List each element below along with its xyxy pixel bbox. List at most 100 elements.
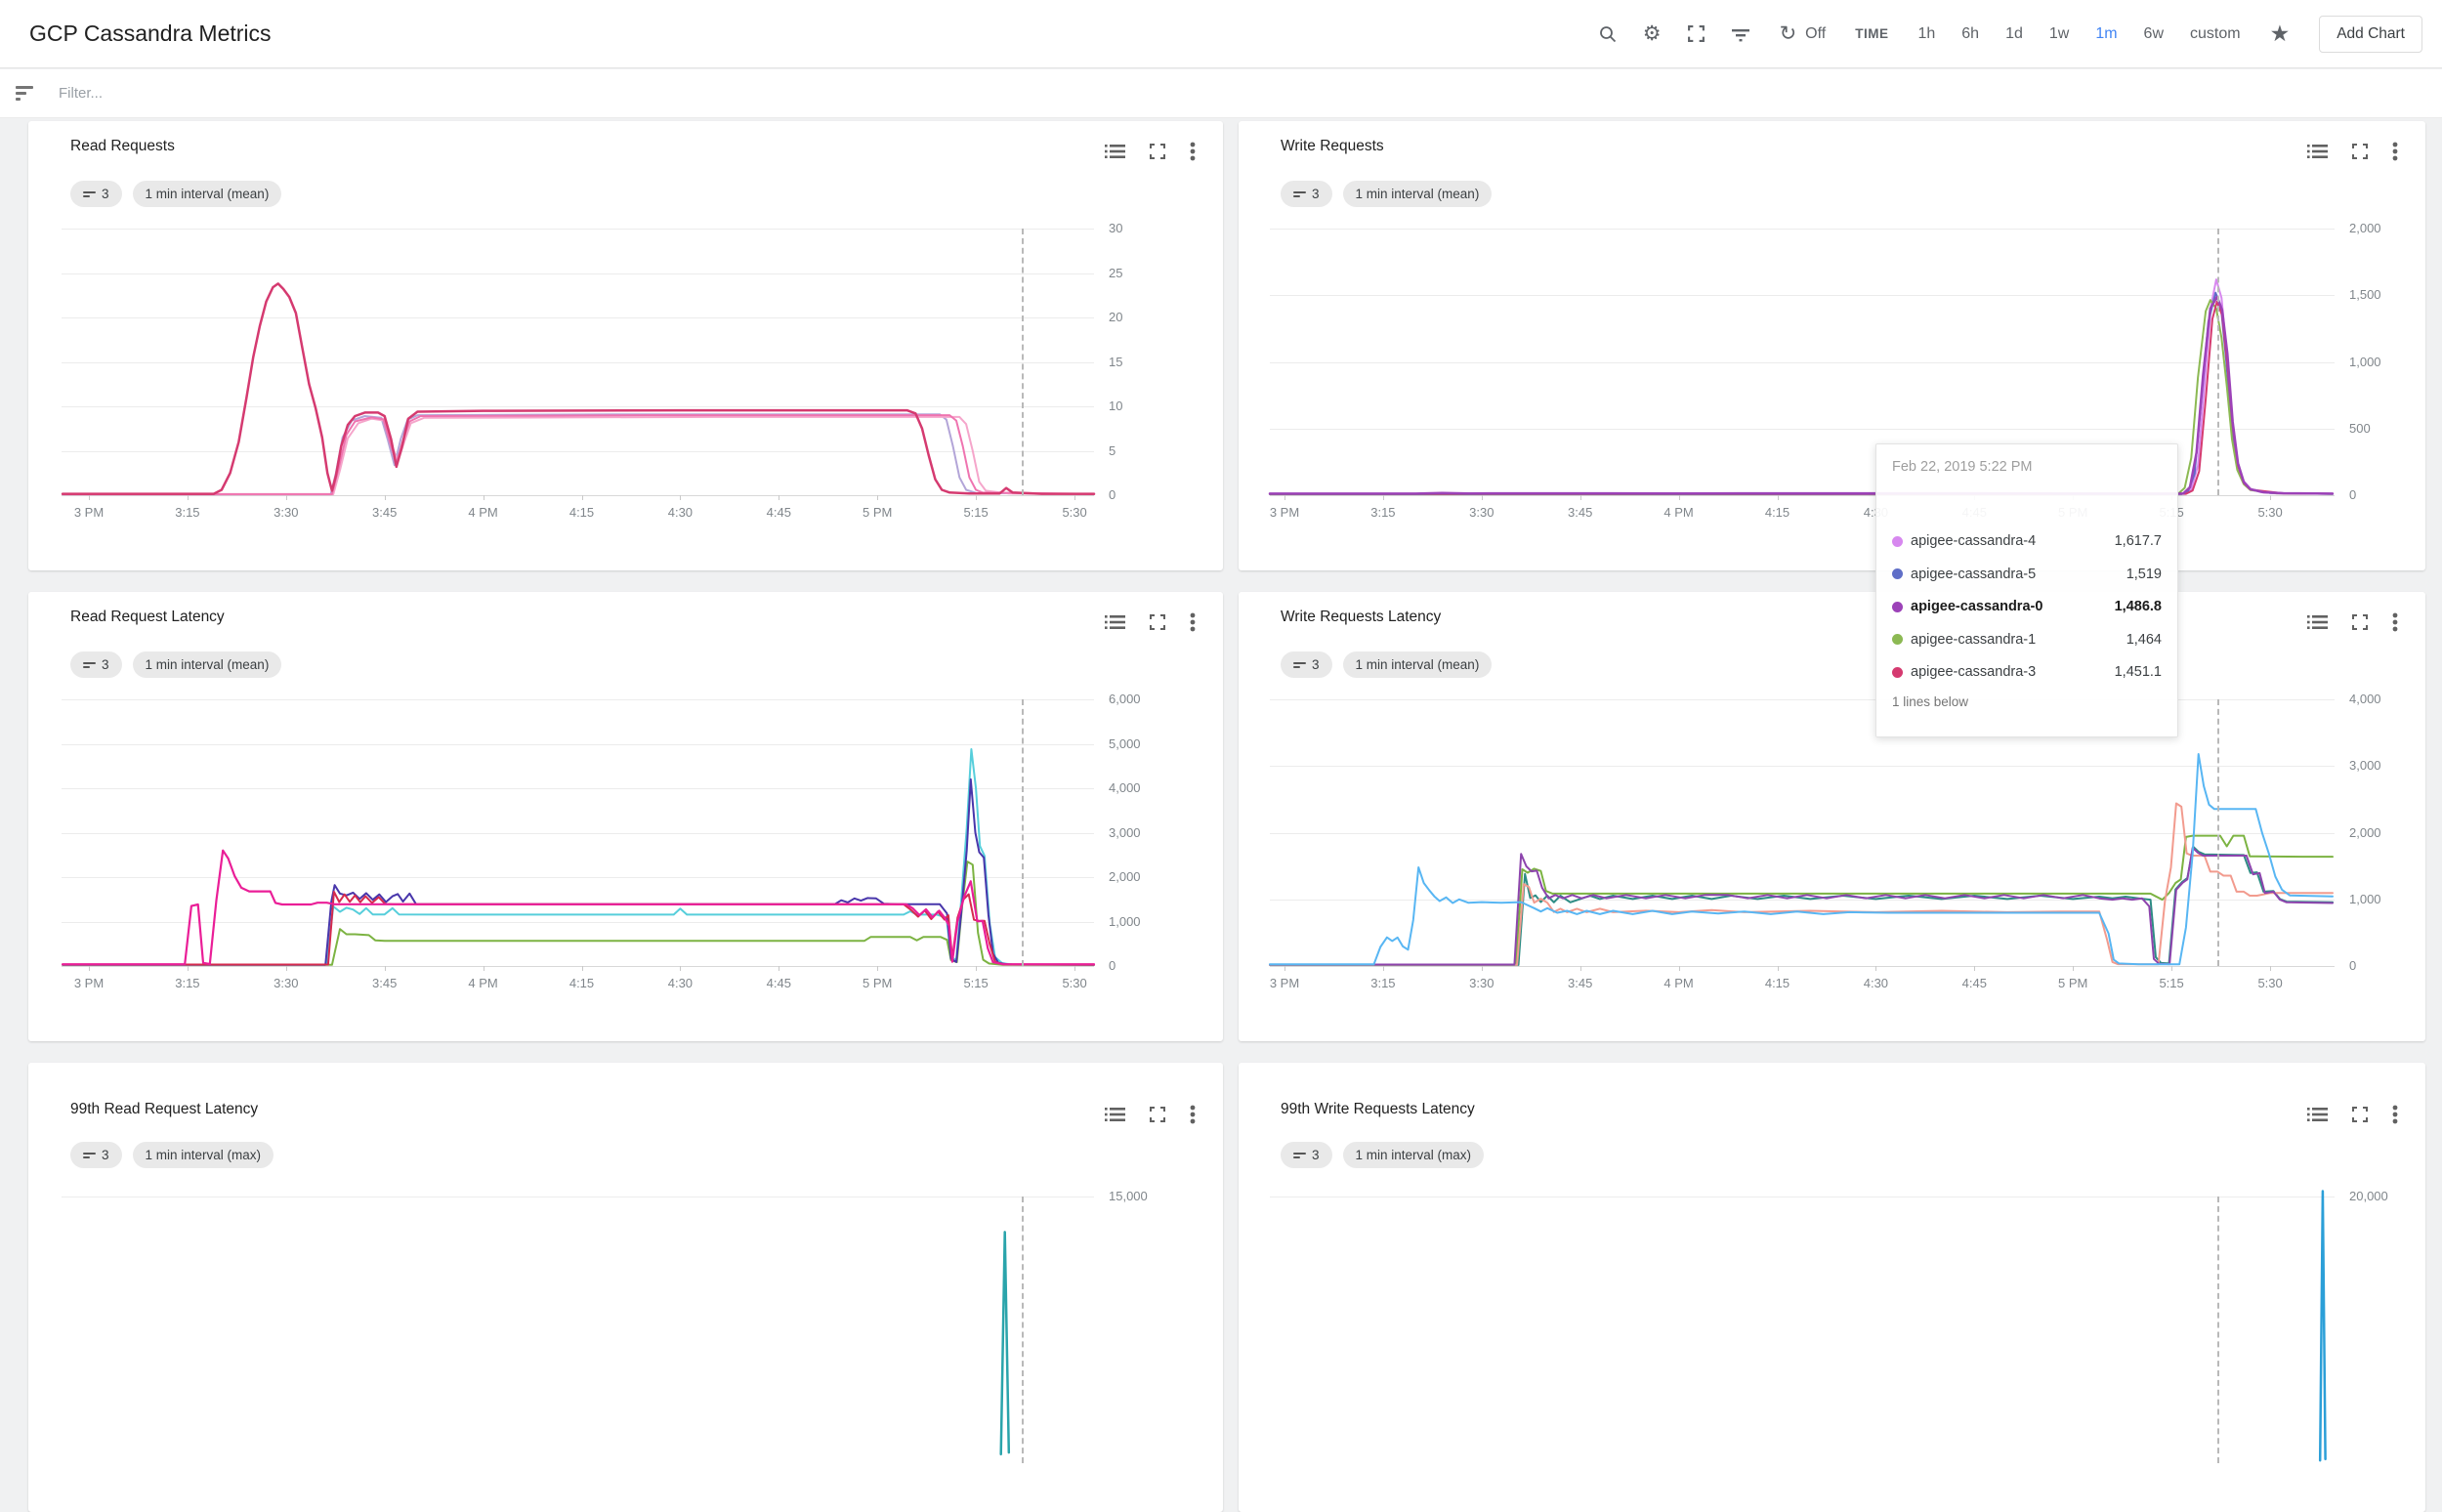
time-range-1d[interactable]: 1d — [2005, 24, 2023, 42]
x-axis-label: 3:15 — [1370, 976, 1396, 990]
expand-chart-icon[interactable] — [1149, 613, 1166, 631]
series-line — [999, 1231, 1011, 1456]
gridline — [1270, 899, 2335, 901]
tooltip-series-value: 1,451.1 — [2114, 664, 2162, 680]
x-axis-tick — [1678, 966, 1680, 971]
legend-list-icon[interactable] — [2307, 613, 2328, 631]
interval-chip[interactable]: 1 min interval (max) — [1342, 1142, 1485, 1168]
y-axis-label: 15,000 — [1109, 1189, 1148, 1203]
interval-chip[interactable]: 1 min interval (mean) — [1342, 651, 1493, 678]
x-axis-tick — [187, 966, 189, 971]
chart-menu-kebab-icon[interactable] — [1190, 142, 1196, 161]
series-line — [62, 415, 1095, 496]
expand-chart-icon[interactable] — [1149, 1106, 1166, 1123]
chart-menu-kebab-icon[interactable] — [2392, 142, 2398, 161]
chart-menu-kebab-icon[interactable] — [1190, 612, 1196, 632]
series-line-apigee-cassandra-0 — [1268, 295, 2335, 495]
interval-chip[interactable]: 1 min interval (mean) — [132, 651, 282, 678]
tooltip-series-name: apigee-cassandra-3 — [1911, 664, 2037, 680]
time-range-1m[interactable]: 1m — [2095, 24, 2118, 42]
series-line — [1269, 834, 2334, 966]
filter-count-chip[interactable]: 3 — [1281, 1142, 1332, 1168]
chart-plot-area[interactable] — [62, 699, 1096, 966]
x-axis-tick — [1074, 966, 1076, 971]
tooltip-series-name: apigee-cassandra-1 — [1911, 631, 2037, 648]
x-axis-label: 5:30 — [1062, 505, 1087, 520]
x-axis-label: 5 PM — [863, 505, 893, 520]
expand-chart-icon[interactable] — [1149, 143, 1166, 160]
x-axis-label: 3:15 — [175, 505, 200, 520]
series-color-dot — [1892, 634, 1903, 645]
time-cursor-line — [1022, 1197, 1025, 1463]
x-axis-tick — [2270, 495, 2272, 500]
chart-menu-kebab-icon[interactable] — [2392, 612, 2398, 632]
favorite-star-icon[interactable]: ★ — [2269, 21, 2291, 46]
x-axis-label: 3 PM — [1269, 505, 1300, 520]
chart-plot-area[interactable] — [1269, 699, 2335, 966]
x-axis-label: 5:30 — [2257, 505, 2283, 520]
y-axis-label: 4,000 — [1109, 780, 1141, 795]
time-range-custom[interactable]: custom — [2190, 24, 2241, 42]
filter-lines-icon[interactable] — [1731, 26, 1750, 42]
interval-chip[interactable]: 1 min interval (mean) — [132, 181, 282, 207]
filter-count-chip[interactable]: 3 — [1281, 651, 1332, 678]
legend-list-icon[interactable] — [2307, 143, 2328, 160]
chart-card-write-requests-latency: Write Requests Latency 3 1 min interval (m… — [1239, 592, 2425, 1041]
legend-list-icon[interactable] — [2307, 1106, 2328, 1123]
x-axis-label: 3 PM — [73, 505, 105, 520]
time-cursor-line — [1022, 229, 1025, 495]
chart-card-read-requests: Read Requests 3 1 min interval (mean) 0 5 10 1… — [28, 121, 1223, 570]
time-range-selector: 1h 6h 1d 1w 1m 6w custom — [1917, 25, 2240, 43]
series-line — [62, 748, 1095, 966]
gridline — [62, 495, 1094, 496]
gridline — [62, 788, 1094, 789]
auto-refresh-control[interactable]: ↻ Off — [1780, 23, 1827, 44]
filter-count-chip[interactable]: 3 — [70, 181, 122, 207]
interval-chip[interactable]: 1 min interval (max) — [132, 1142, 274, 1168]
chart-menu-kebab-icon[interactable] — [2392, 1105, 2398, 1124]
refresh-state-label: Off — [1805, 24, 1827, 42]
add-chart-button[interactable]: Add Chart — [2319, 15, 2422, 53]
x-axis-tick — [1777, 966, 1779, 971]
filter-funnel-icon[interactable] — [16, 86, 33, 101]
legend-list-icon[interactable] — [1105, 1106, 1125, 1123]
x-axis-label: 3:15 — [175, 976, 200, 990]
chart-card-write-requests: Write Requests 3 1 min interval (mean) 0 500… — [1239, 121, 2425, 570]
chart-menu-kebab-icon[interactable] — [1190, 1105, 1196, 1124]
time-range-6h[interactable]: 6h — [1961, 24, 1980, 42]
filter-input[interactable] — [57, 84, 549, 103]
series-line — [62, 849, 1096, 966]
filter-count-chip[interactable]: 3 — [1281, 181, 1332, 207]
series-line — [62, 413, 1095, 496]
chart-title: 99th Write Requests Latency — [1281, 1101, 1475, 1117]
x-axis-tick — [187, 495, 189, 500]
dashboard-filter-bar — [0, 69, 2442, 118]
expand-chart-icon[interactable] — [2351, 613, 2369, 631]
x-axis-label: 4:15 — [568, 976, 595, 990]
legend-list-icon[interactable] — [1105, 143, 1125, 160]
chart-plot-area[interactable] — [1270, 1190, 2335, 1463]
legend-list-icon[interactable] — [1105, 613, 1125, 631]
chart-plot-area[interactable] — [61, 229, 1096, 496]
gridline — [62, 921, 1094, 923]
x-axis-tick — [680, 966, 682, 971]
settings-gear-icon[interactable]: ⚙ — [1642, 22, 1662, 45]
chart-plot-area[interactable] — [62, 1197, 1094, 1463]
filter-count-chip[interactable]: 3 — [70, 651, 122, 678]
fullscreen-icon[interactable] — [1687, 24, 1705, 43]
time-range-6w[interactable]: 6w — [2143, 24, 2164, 42]
interval-chip[interactable]: 1 min interval (mean) — [1342, 181, 1493, 207]
y-axis-label: 500 — [2349, 420, 2371, 436]
search-icon[interactable] — [1598, 24, 1618, 44]
time-range-1w[interactable]: 1w — [2048, 24, 2070, 42]
filter-count-chip[interactable]: 3 — [70, 1142, 122, 1168]
time-range-1h[interactable]: 1h — [1917, 24, 1936, 42]
expand-chart-icon[interactable] — [2351, 143, 2369, 160]
series-color-dot — [1892, 568, 1903, 579]
x-axis-tick — [1481, 966, 1483, 971]
y-axis-label: 20,000 — [2349, 1189, 2388, 1203]
x-axis-label: 4:30 — [667, 505, 694, 520]
expand-chart-icon[interactable] — [2351, 1106, 2369, 1123]
chart-chips: 3 1 min interval (mean) — [1281, 181, 1493, 207]
x-axis-tick — [1284, 966, 1285, 971]
